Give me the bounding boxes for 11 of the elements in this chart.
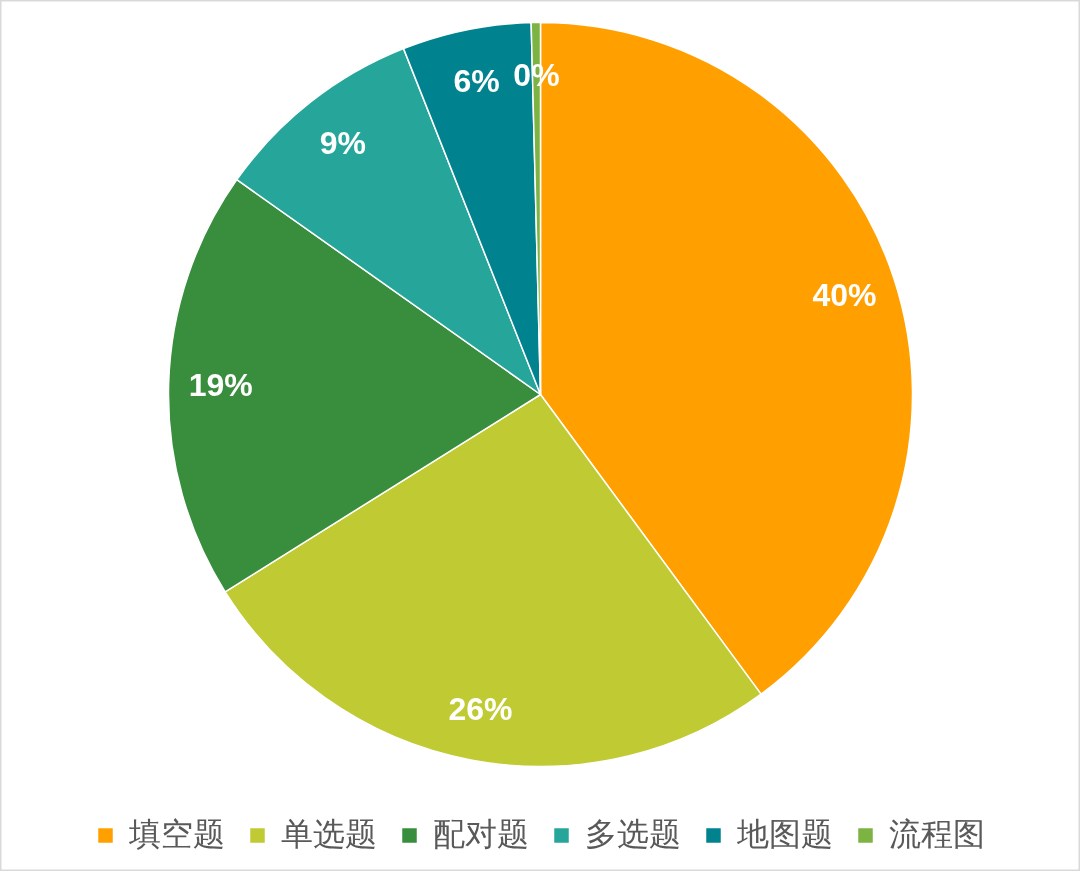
legend-label: 地图题 bbox=[737, 814, 833, 855]
legend-label: 填空题 bbox=[129, 814, 225, 855]
data-label: 6% bbox=[453, 63, 500, 100]
legend-label: 配对题 bbox=[433, 814, 529, 855]
legend-label: 多选题 bbox=[585, 814, 681, 855]
data-label: 9% bbox=[319, 124, 366, 161]
legend-label: 单选题 bbox=[281, 814, 377, 855]
legend-label: 流程图 bbox=[889, 814, 985, 855]
data-label: 26% bbox=[448, 690, 513, 727]
data-label: 19% bbox=[188, 367, 253, 404]
data-label: 40% bbox=[812, 276, 877, 313]
